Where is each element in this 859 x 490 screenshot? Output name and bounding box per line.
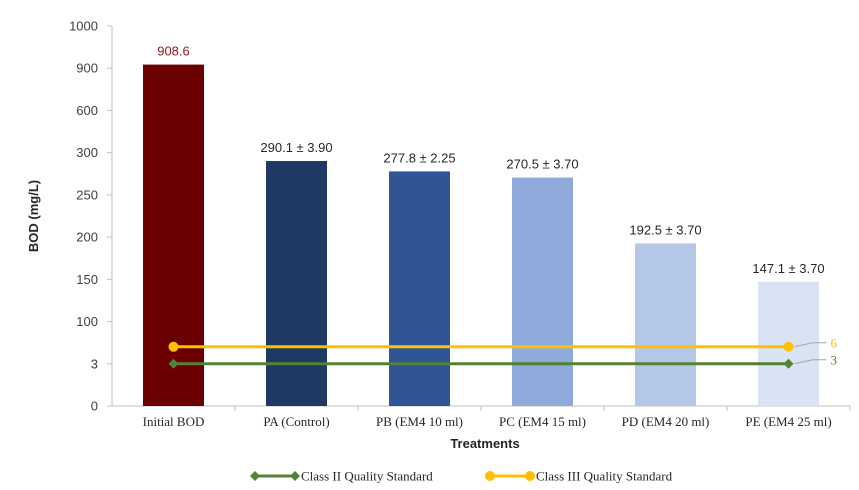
- y-axis-title: BOD (mg/L): [26, 180, 41, 252]
- end-label-leader: [794, 359, 827, 365]
- y-tick-label: 1000: [69, 19, 98, 34]
- bar-3: [389, 171, 450, 406]
- data-label-1: 908.6: [157, 44, 190, 59]
- bar-2: [266, 161, 327, 406]
- series-marker-1: [168, 358, 179, 369]
- data-label-4: 270.5 ± 3.70: [506, 157, 578, 172]
- legend-swatch-marker: [290, 471, 300, 481]
- legend-entry-2: Class III Quality Standard: [536, 469, 673, 484]
- data-label-3: 277.8 ± 2.25: [383, 150, 455, 165]
- series-marker-1: [783, 358, 794, 369]
- series-end-label-1: 3: [831, 352, 838, 367]
- x-tick-label: PE (EM4 25 ml): [745, 414, 831, 429]
- y-tick-label: 150: [76, 272, 98, 287]
- series-end-label-2: 6: [831, 335, 838, 350]
- series-marker-2: [168, 341, 179, 352]
- x-tick-label: PA (Control): [263, 414, 329, 429]
- y-tick-label: 3: [91, 356, 98, 371]
- x-tick-label: PD (EM4 20 ml): [622, 414, 710, 429]
- y-tick-label: 250: [76, 187, 98, 202]
- y-tick-label: 200: [76, 230, 98, 245]
- data-label-5: 192.5 ± 3.70: [629, 222, 701, 237]
- legend-swatch-marker: [525, 471, 535, 481]
- end-label-leader: [794, 342, 827, 348]
- data-label-2: 290.1 ± 3.90: [260, 140, 332, 155]
- legend-swatch-marker: [485, 471, 495, 481]
- y-tick-label: 900: [76, 61, 98, 76]
- x-tick-label: PC (EM4 15 ml): [499, 414, 586, 429]
- x-tick-label: PB (EM4 10 ml): [376, 414, 463, 429]
- legend-swatch-marker: [250, 471, 260, 481]
- legend-entry-1: Class II Quality Standard: [301, 469, 433, 484]
- y-tick-label: 300: [76, 145, 98, 160]
- data-label-6: 147.1 ± 3.70: [752, 261, 824, 276]
- bar-1: [143, 64, 204, 406]
- y-tick-label: 600: [76, 103, 98, 118]
- bar-4: [512, 177, 573, 406]
- bar-5: [635, 243, 696, 406]
- y-tick-label: 0: [91, 399, 98, 414]
- x-axis-title: Treatments: [450, 436, 519, 451]
- series-marker-2: [783, 341, 794, 352]
- y-tick-label: 100: [76, 314, 98, 329]
- x-tick-label: Initial BOD: [143, 414, 205, 429]
